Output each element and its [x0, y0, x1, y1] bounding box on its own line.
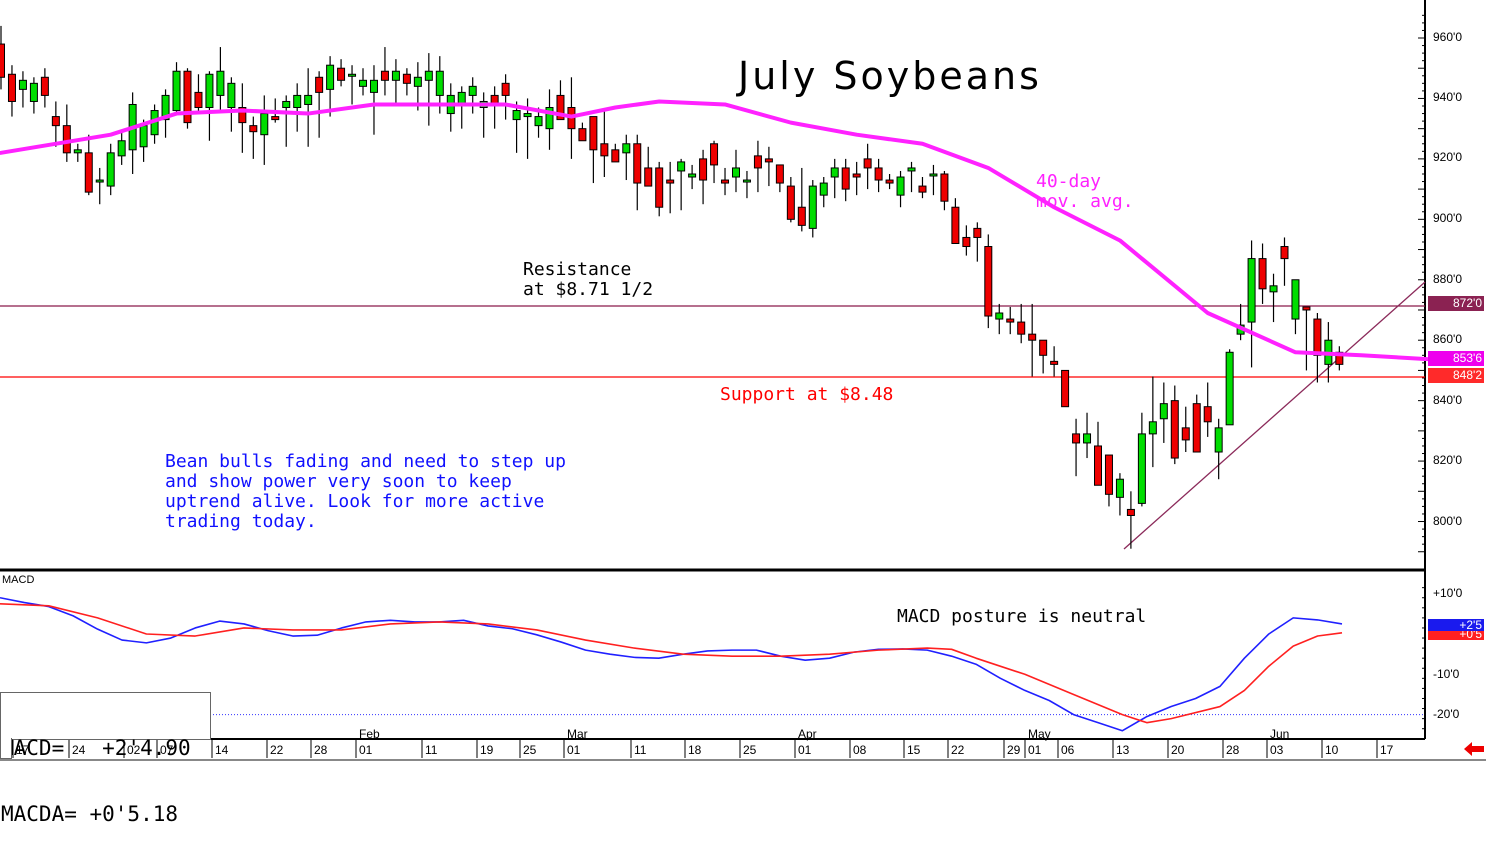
- macd-axis-label: +10'0: [1433, 586, 1463, 600]
- macd-tag: +0'5: [1428, 628, 1484, 640]
- month-axis-label: Apr: [798, 727, 817, 741]
- date-axis-ticks: [12, 740, 1378, 758]
- month-axis-label: Mar: [567, 727, 588, 741]
- date-axis-label: 28: [314, 743, 328, 757]
- macd-axis-label: -10'0: [1433, 667, 1460, 681]
- date-axis-label: 19: [480, 743, 494, 757]
- date-axis-label: 01: [567, 743, 581, 757]
- candlesticks: [0, 25, 1344, 549]
- support-resistance-lines: [0, 305, 1425, 378]
- date-axis-label: 15: [907, 743, 921, 757]
- price-axis-label: 840'0: [1433, 393, 1462, 407]
- price-axis-label: 900'0: [1433, 211, 1462, 225]
- date-axis-label: 13: [1116, 743, 1130, 757]
- macd-lines: [0, 596, 1343, 732]
- month-axis-label: Feb: [359, 727, 380, 741]
- macd-axis-label: -20'0: [1433, 707, 1460, 721]
- date-axis-label: 22: [951, 743, 965, 757]
- date-axis-label: 08: [853, 743, 867, 757]
- price-axis-label: 800'0: [1433, 514, 1462, 528]
- date-axis-label: 11: [634, 743, 647, 757]
- date-axis-label: 20: [1171, 743, 1185, 757]
- date-axis-label: 17: [16, 743, 30, 757]
- macda-readout-value: MACDA= +0'5.18: [1, 802, 179, 826]
- macd-readout-box: MACD= +2'4.90 MACDA= +0'5.18: [0, 692, 211, 825]
- price-tag: 853'6: [1428, 351, 1484, 366]
- price-tag: 872'0: [1428, 296, 1484, 311]
- date-axis-label: 17: [1380, 743, 1394, 757]
- date-axis-label: 25: [743, 743, 757, 757]
- price-axis-label: 880'0: [1433, 272, 1462, 286]
- chart-frame: [0, 0, 1486, 761]
- chart-canvas: [0, 0, 1486, 761]
- price-tag: 848'2: [1428, 368, 1484, 383]
- month-axis-label: Jun: [1270, 727, 1290, 741]
- readout-box-stub: [0, 738, 12, 759]
- month-axis-label: May: [1028, 727, 1051, 741]
- support-annotation: Support at $8.48: [720, 384, 894, 405]
- date-axis-label: 14: [215, 743, 229, 757]
- price-axis-label: 960'0: [1433, 30, 1462, 44]
- date-axis-label: 01: [1028, 743, 1042, 757]
- moving-average-annotation: 40-day mov. avg.: [1036, 171, 1134, 212]
- macd-panel-title: MACD: [2, 574, 35, 586]
- price-axis-label: 940'0: [1433, 90, 1462, 104]
- date-axis-label: 29: [1007, 743, 1021, 757]
- date-axis-label: 01: [798, 743, 812, 757]
- date-axis-label: 02: [127, 743, 141, 757]
- price-axis-label: 860'0: [1433, 332, 1462, 346]
- date-axis-label: 18: [688, 743, 702, 757]
- date-axis-label: 10: [1325, 743, 1339, 757]
- date-axis-label: 28: [1226, 743, 1240, 757]
- chart-title: July Soybeans: [738, 54, 1042, 98]
- resistance-annotation: Resistance at $8.71 1/2: [523, 259, 654, 300]
- macd-readout-value: MACD= +2'4.90: [1, 736, 191, 760]
- scroll-left-arrow-icon[interactable]: [1464, 741, 1484, 757]
- date-axis-label: 22: [270, 743, 284, 757]
- price-axis-label: 820'0: [1433, 453, 1462, 467]
- uptrend-line: [1123, 281, 1426, 550]
- date-axis-label: 11: [425, 743, 438, 757]
- date-axis-label: 07: [160, 743, 174, 757]
- date-axis-label: 25: [523, 743, 537, 757]
- commentary-text: Bean bulls fading and need to step up an…: [165, 451, 566, 532]
- date-axis-label: 06: [1061, 743, 1075, 757]
- date-axis-label: 01: [359, 743, 373, 757]
- price-axis-ticks: [1418, 14, 1425, 740]
- price-axis-label: 920'0: [1433, 150, 1462, 164]
- moving-average-line: [0, 99, 1430, 362]
- macd-tag: +2'5: [1428, 619, 1484, 631]
- date-axis-label: 03: [1270, 743, 1284, 757]
- macd-annotation: MACD posture is neutral: [897, 606, 1147, 627]
- date-axis-label: 24: [72, 743, 86, 757]
